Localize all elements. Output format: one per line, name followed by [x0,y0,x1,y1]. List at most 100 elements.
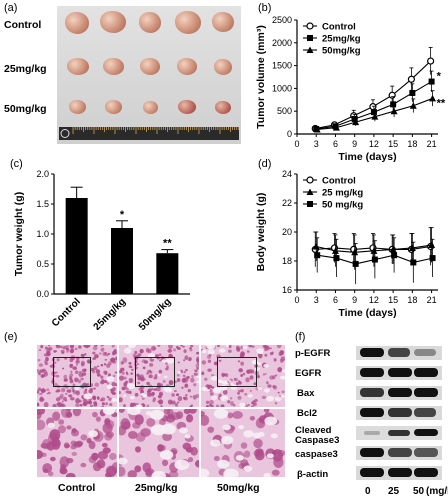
nucleus [93,402,98,407]
nucleus [94,382,99,387]
band [388,448,412,457]
nucleus [53,372,57,374]
nucleus [278,351,283,357]
nucleus [86,359,91,364]
nucleus [80,377,84,381]
necrotic-area [123,394,127,397]
nucleus [82,398,88,403]
nucleus [99,398,103,402]
nucleus [161,459,169,467]
nucleus [80,462,87,468]
x-tick-label: 25mg/kg [92,296,128,330]
nucleus [55,374,60,378]
nucleus [98,352,102,355]
nucleus [121,386,126,391]
nucleus [245,377,250,383]
wb-label-bcl2: Bcl2 [297,408,318,419]
wb-label-beta-actin: β-actin [297,469,329,480]
he-label-50: 50mg/kg [217,482,260,494]
necrotic-area [257,386,263,390]
nucleus [47,391,51,395]
nucleus [131,368,134,371]
nucleus [62,396,67,402]
nucleus [181,377,187,383]
nucleus [249,375,254,380]
panel-b-label: (b) [258,2,272,14]
nucleus [70,348,75,353]
data-point [409,102,417,109]
necrotic-area [235,454,244,461]
nucleus [89,404,94,407]
nucleus [91,369,96,374]
nucleus [274,402,278,405]
nucleus [240,374,243,377]
nucleus [42,463,53,473]
necrotic-area [274,396,282,402]
nucleus [227,412,234,419]
nucleus [78,371,83,374]
nucleus [70,397,75,401]
y-tick-label: 22 [282,198,292,208]
necrotic-area [263,363,269,368]
nucleus [112,350,117,355]
legend-marker [306,22,314,30]
nucleus [153,347,157,350]
band [414,448,438,457]
data-point [313,125,321,133]
necrotic-area [129,395,135,400]
y-tick-label: 2.0 [36,169,49,179]
data-point [429,94,437,102]
nucleus [92,411,98,418]
nucleus [150,392,155,397]
nucleus [145,468,155,476]
nucleus [38,372,41,376]
nucleus [38,363,43,367]
body-weight-chart: 16 18 20 22 24 0 3 6 9 12 15 18 21 Time (days) Body we… [255,169,438,319]
nucleus [83,368,87,372]
x-tick-label: 3 [314,295,319,305]
nucleus [78,399,82,403]
nucleus [104,358,108,361]
nucleus [262,373,266,376]
tumor [105,100,122,114]
nucleus [72,390,75,393]
nucleus [66,350,69,353]
ruler-ticks [60,127,240,138]
necrotic-area [239,402,246,407]
he-image-25-high [119,409,199,477]
nucleus [46,348,51,353]
necrotic-area [256,348,264,354]
nucleus [276,345,282,349]
nucleus [66,389,72,393]
nucleus [134,392,139,397]
x-tick-label: 12 [369,295,379,305]
tumor [215,101,231,114]
necrotic-area [151,470,167,477]
tumor [212,12,234,32]
nucleus [88,440,96,450]
nucleus [65,409,72,412]
necrotic-area [88,430,99,438]
necrotic-area [237,425,245,430]
necrotic-area [225,345,229,348]
data-point [351,248,359,256]
nucleus [174,403,179,407]
necrotic-area [74,386,80,391]
tumor [100,11,126,33]
nucleus [41,452,47,458]
nucleus [162,379,166,383]
nucleus [227,349,232,353]
x-tick-label: 9 [352,295,357,305]
nucleus [88,389,93,394]
legend-label: 50mg/kg [322,46,361,57]
nucleus [59,467,68,475]
wb-row-beta-actin [356,466,442,480]
necrotic-area [221,380,228,385]
wb-label-bax: Bax [297,388,315,399]
nucleus [102,422,113,434]
necrotic-area [206,389,211,392]
nucleus [37,358,41,362]
band [388,408,412,417]
nucleus [61,367,65,370]
nucleus [274,374,278,377]
